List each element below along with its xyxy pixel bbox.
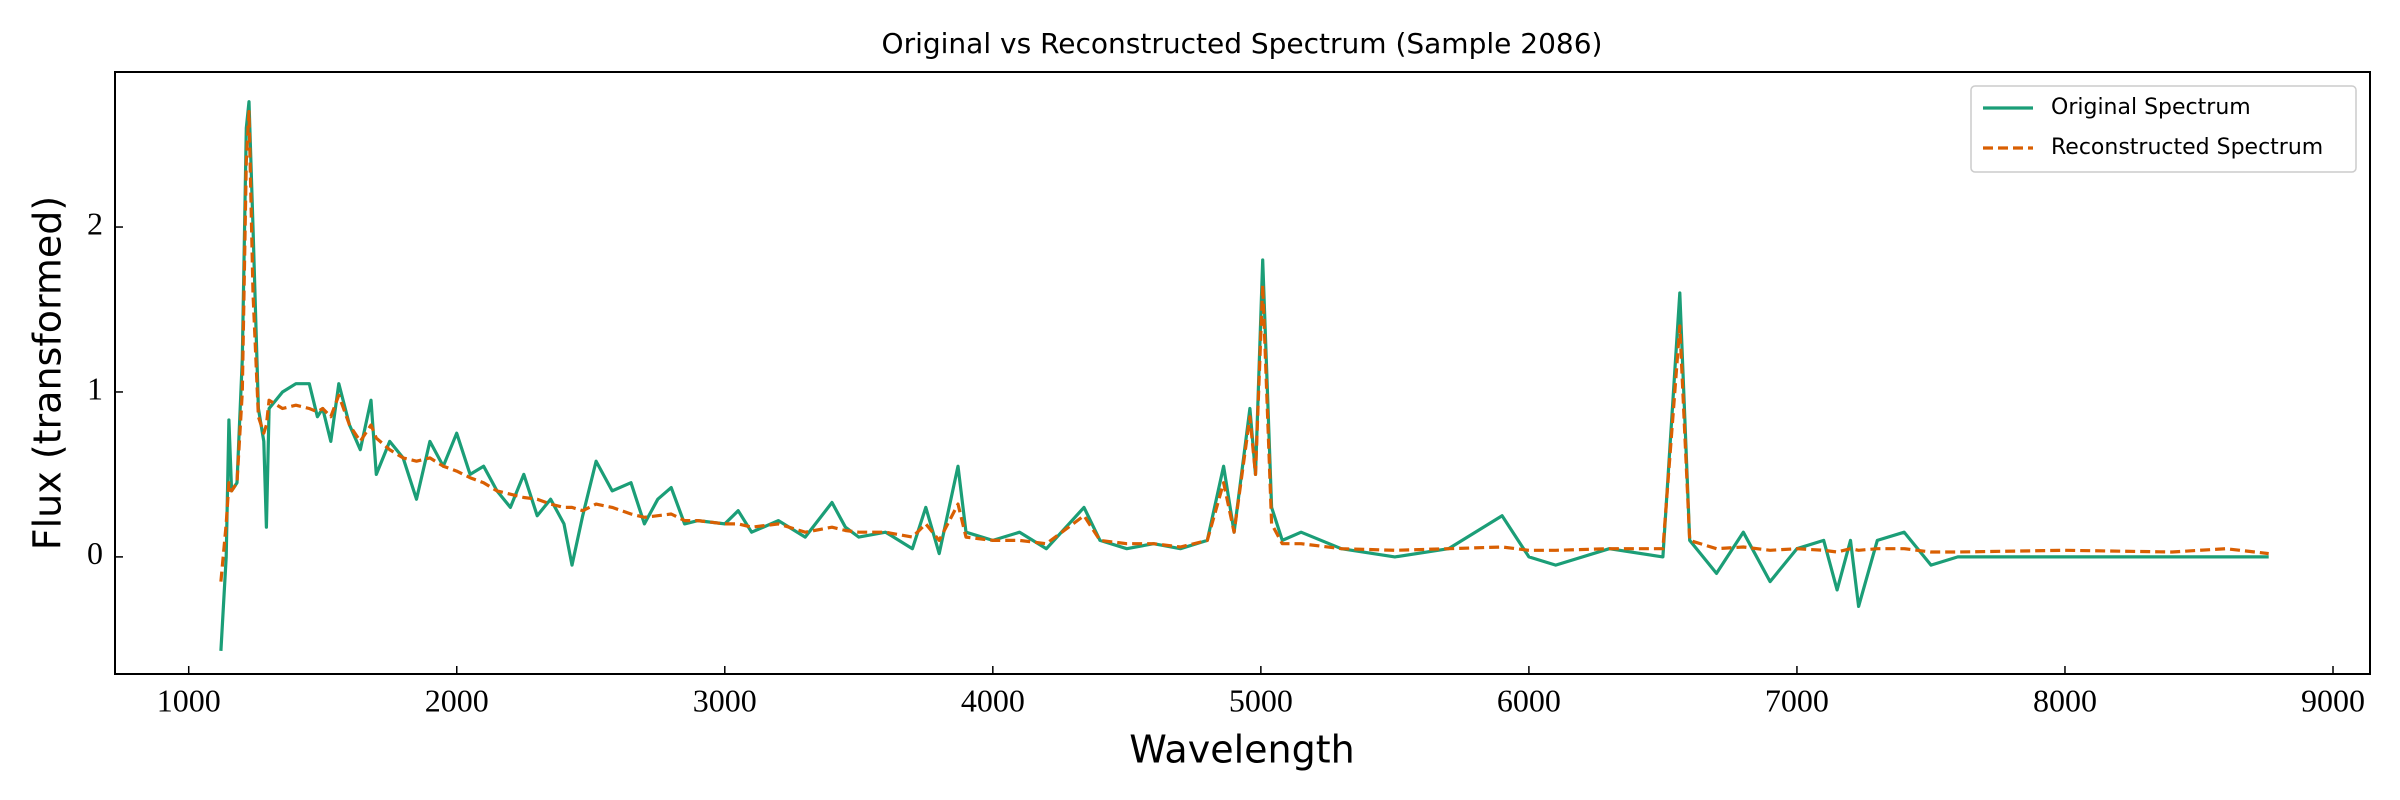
y-tick-label: 2: [87, 205, 103, 241]
x-tick-label: 8000: [2033, 682, 2097, 718]
x-tick-label: 2000: [425, 682, 489, 718]
x-tick-label: 1000: [157, 682, 221, 718]
series-line: [219, 110, 2269, 582]
legend-label: Original Spectrum: [2051, 95, 2251, 120]
x-tick-label: 4000: [961, 682, 1025, 718]
y-tick-label: 1: [87, 370, 103, 406]
x-tick-label: 9000: [2301, 682, 2365, 718]
x-tick-label: 5000: [1229, 682, 1293, 718]
plot-frame: [114, 71, 2371, 675]
series-line: [219, 100, 2269, 651]
x-axis-label: Wavelength: [1129, 728, 1354, 772]
y-axis-label: Flux (transformed): [26, 196, 70, 551]
x-tick-label: 6000: [1497, 682, 1561, 718]
x-tick-label: 3000: [693, 682, 757, 718]
legend-label: Reconstructed Spectrum: [2051, 135, 2323, 160]
chart-title: Original vs Reconstructed Spectrum (Samp…: [882, 27, 1603, 60]
y-tick-label: 0: [87, 535, 103, 571]
legend-box: [1970, 85, 2357, 173]
x-tick-label: 7000: [1765, 682, 1829, 718]
